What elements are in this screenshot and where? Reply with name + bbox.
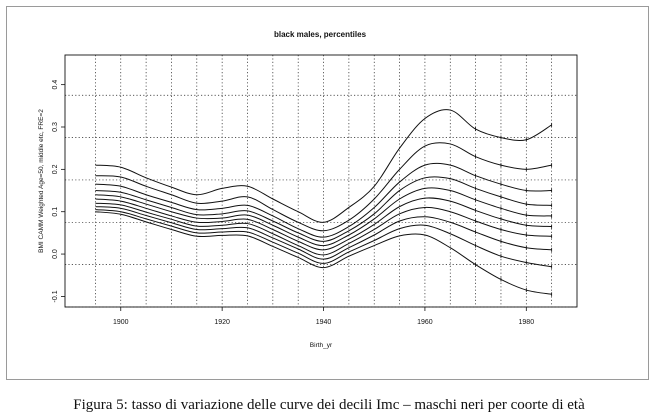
percentile-line-9 [95,209,552,268]
grid [65,55,577,308]
series-lines [95,109,553,297]
plot-area [64,54,578,308]
x-axis: 1900 1920 1940 1960 1980 [113,307,534,326]
y-tick-label: 0.4 [52,80,59,90]
y-tick-label: 0.3 [52,122,59,132]
y-tick-label: 0.2 [52,164,59,174]
y-axis-label: BMI CAMM Weighted Age=50, middle etc, FR… [38,109,45,253]
x-tick-label: 1980 [519,319,535,326]
y-tick-label: 0.1 [52,207,59,217]
x-tick-label: 1940 [316,319,332,326]
y-tick-label: -0.1 [52,290,59,302]
x-tick-label: 1920 [214,319,230,326]
y-tick-label: 0.0 [52,249,59,259]
x-tick-label: 1900 [113,319,129,326]
figure-caption: Figura 5: tasso di variazione delle curv… [73,397,585,413]
chart: black males, percentiles 1900 1920 1940 196… [38,30,578,349]
y-axis: -0.1 0.0 0.1 0.2 0.3 0.4 [52,80,65,302]
chart-title: black males, percentiles [274,30,367,39]
figure-frame [6,6,649,380]
x-tick-label: 1960 [417,319,433,326]
x-axis-label: Birth_yr [310,342,333,349]
